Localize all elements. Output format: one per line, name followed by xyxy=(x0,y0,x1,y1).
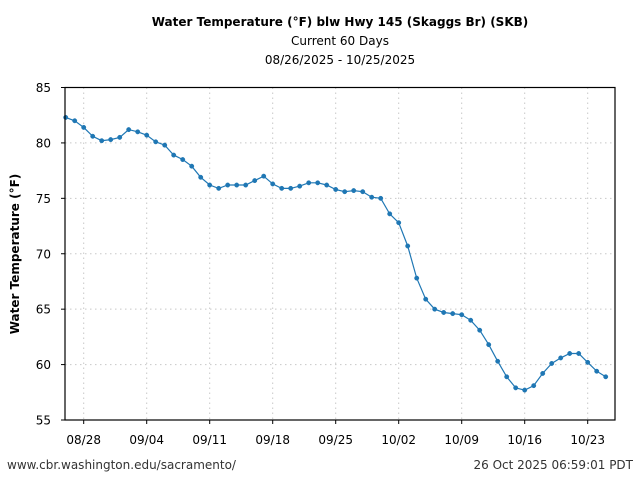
y-tick-label: 75 xyxy=(36,192,51,206)
x-tick-label: 09/11 xyxy=(192,433,227,447)
x-tick-label: 08/28 xyxy=(66,433,101,447)
data-point xyxy=(261,173,267,179)
data-point xyxy=(144,132,150,138)
data-point xyxy=(63,114,69,120)
data-point xyxy=(81,124,87,130)
data-point xyxy=(171,152,177,158)
data-point xyxy=(522,387,528,393)
data-point xyxy=(189,163,195,169)
data-point xyxy=(567,351,573,356)
data-point xyxy=(486,342,492,348)
data-point xyxy=(234,182,240,188)
data-point xyxy=(279,185,285,191)
data-point xyxy=(369,194,375,200)
data-point xyxy=(99,138,105,144)
data-point xyxy=(216,185,222,191)
data-point xyxy=(243,182,249,188)
y-tick-label: 70 xyxy=(36,247,51,261)
x-tick-label: 10/16 xyxy=(507,433,542,447)
data-point xyxy=(513,385,519,391)
data-point xyxy=(225,182,231,188)
data-point xyxy=(576,351,582,356)
chart-title: Water Temperature (°F) blw Hwy 145 (Skag… xyxy=(151,15,529,29)
data-point xyxy=(270,181,276,187)
data-point xyxy=(441,310,447,315)
y-axis-label: Water Temperature (°F) xyxy=(8,174,22,335)
data-point xyxy=(468,317,474,323)
data-point xyxy=(315,180,321,186)
data-point xyxy=(108,137,114,143)
data-point xyxy=(306,180,312,186)
data-point xyxy=(360,189,366,195)
data-point xyxy=(405,243,411,249)
data-point xyxy=(450,311,456,317)
data-point xyxy=(432,306,438,312)
data-point xyxy=(180,157,186,162)
data-point xyxy=(90,133,96,139)
data-point xyxy=(342,189,348,195)
data-point xyxy=(351,188,357,194)
data-point xyxy=(207,182,213,188)
data-point xyxy=(396,220,402,226)
x-tick-label: 10/23 xyxy=(570,433,605,447)
data-point xyxy=(288,185,294,191)
data-point xyxy=(297,183,303,189)
data-point xyxy=(117,134,123,140)
data-point xyxy=(162,142,168,148)
data-point xyxy=(414,275,420,281)
plot-frame xyxy=(64,86,616,421)
generated-timestamp: 26 Oct 2025 06:59:01 PDT xyxy=(473,458,633,472)
data-point xyxy=(540,371,546,376)
date-range: 08/26/2025 - 10/25/2025 xyxy=(264,53,416,67)
data-point xyxy=(585,359,591,365)
data-point xyxy=(603,374,609,380)
data-point xyxy=(198,174,204,180)
y-tick-label: 85 xyxy=(36,81,51,95)
x-tick-label: 09/04 xyxy=(129,433,164,447)
data-point xyxy=(495,358,501,364)
data-point xyxy=(558,355,564,361)
data-point xyxy=(423,296,429,302)
data-point xyxy=(252,178,258,184)
data-point xyxy=(153,139,159,145)
data-point xyxy=(135,129,141,135)
source-url[interactable]: www.cbr.washington.edu/sacramento/ xyxy=(7,458,236,472)
data-point xyxy=(549,361,555,366)
y-tick-label: 80 xyxy=(36,136,51,150)
x-tick-label: 10/09 xyxy=(444,433,479,447)
y-tick-label: 60 xyxy=(36,358,51,372)
data-point xyxy=(459,312,465,318)
data-point xyxy=(594,368,600,374)
x-tick-label: 09/18 xyxy=(255,433,290,447)
y-tick-label: 65 xyxy=(36,303,51,317)
y-tick-label: 55 xyxy=(36,414,51,428)
data-point xyxy=(378,195,384,201)
data-point xyxy=(126,127,132,133)
data-point xyxy=(477,327,483,333)
chart-subtitle: Current 60 Days xyxy=(291,34,389,48)
x-tick-label: 10/02 xyxy=(381,433,416,447)
x-tick-label: 09/25 xyxy=(318,433,353,447)
data-point xyxy=(504,374,510,380)
data-point xyxy=(72,118,78,124)
data-point xyxy=(333,187,339,192)
data-point xyxy=(324,182,330,188)
data-point xyxy=(387,211,393,217)
data-point xyxy=(531,383,537,389)
